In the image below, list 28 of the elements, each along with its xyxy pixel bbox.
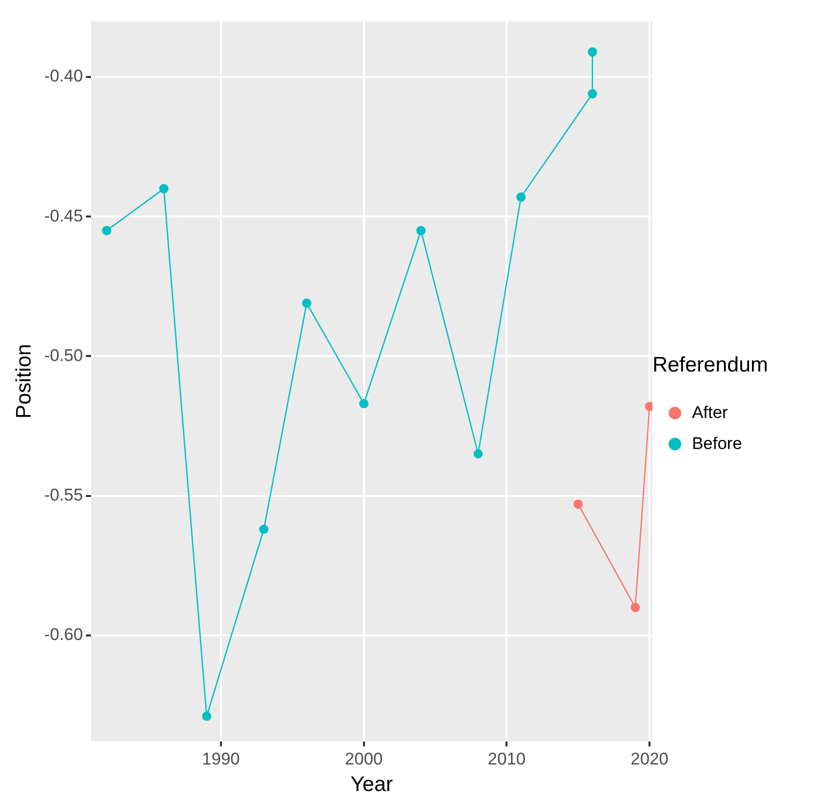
y-tick-label: -0.60 [44, 625, 83, 644]
point [359, 398, 368, 408]
point [159, 184, 168, 194]
point [588, 89, 598, 98]
point [416, 226, 426, 236]
y-tick-label: -0.45 [44, 206, 83, 226]
x-tick-label: 2020 [630, 749, 668, 768]
x-tick-label: 2000 [344, 749, 383, 768]
point [573, 499, 583, 509]
point [644, 402, 652, 412]
legend-label: After [692, 402, 728, 422]
point [102, 226, 112, 236]
y-tick-label: -0.55 [44, 485, 83, 504]
y-axis-title: Position [12, 344, 36, 419]
x-tick-label: 2010 [488, 749, 526, 768]
point [516, 192, 526, 202]
point [588, 47, 598, 57]
legend-title: Referendum [652, 354, 768, 377]
point [302, 298, 312, 308]
point [202, 712, 212, 721]
point [473, 449, 483, 459]
legend-label: Before [692, 434, 742, 453]
y-tick-label: -0.40 [44, 66, 83, 86]
point [259, 524, 268, 534]
y-tick-label: -0.50 [44, 346, 83, 365]
x-tick-label: 1990 [202, 749, 240, 768]
point [630, 602, 640, 612]
x-axis-title: Year [350, 773, 393, 796]
